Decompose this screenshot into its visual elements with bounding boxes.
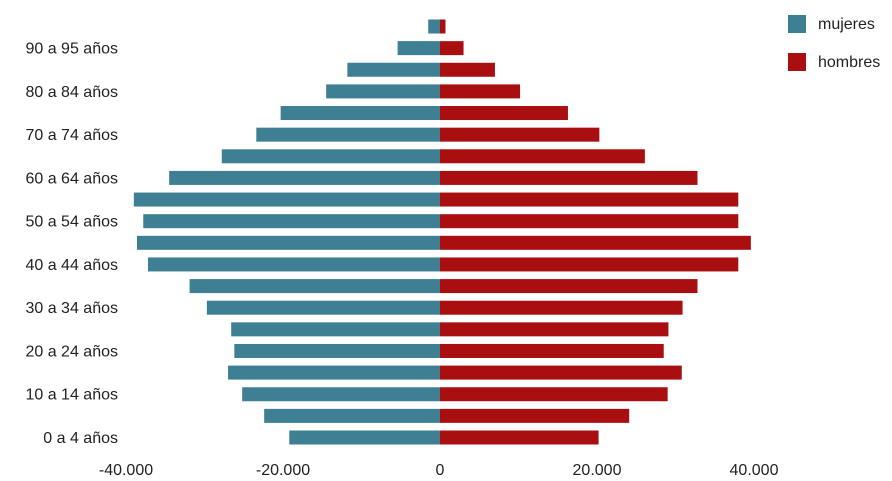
bar-hombres-13: [440, 170, 698, 185]
legend-label-hombres: hombres: [818, 54, 880, 71]
x-axis-labels: -40.000 -20.000 0 20.000 40.000: [99, 462, 779, 479]
y-tick-label: 50 a 54 años: [25, 214, 118, 231]
bar-hombres-7: [440, 300, 683, 315]
bar-hombres-16: [440, 106, 568, 121]
bar-mujeres-13: [169, 170, 441, 185]
bar-hombres-6: [440, 322, 669, 337]
y-tick-label: 90 a 95 años: [25, 41, 118, 58]
bar-mujeres-9: [147, 257, 441, 272]
y-tick-label: 30 a 34 años: [25, 300, 118, 317]
bar-hombres-12: [440, 192, 739, 207]
y-tick-label: 10 a 14 años: [25, 387, 118, 404]
bar-mujeres-10: [136, 235, 441, 250]
bar-mujeres-4: [228, 365, 440, 380]
y-tick-label: 60 a 64 años: [25, 170, 118, 187]
bars-group: [133, 19, 751, 445]
x-tick-label: 20.000: [573, 462, 622, 479]
bar-mujeres-3: [242, 387, 440, 402]
y-tick-label: 0 a 4 años: [43, 430, 118, 447]
y-tick-label: 40 a 44 años: [25, 257, 118, 274]
bar-hombres-4: [440, 365, 682, 380]
y-tick-label: 80 a 84 años: [25, 84, 118, 101]
y-tick-label: 70 a 74 años: [25, 127, 118, 144]
bar-hombres-19: [440, 41, 464, 56]
bar-hombres-3: [440, 387, 668, 402]
x-tick-label: -40.000: [99, 462, 153, 479]
bar-mujeres-7: [206, 300, 440, 315]
bar-hombres-2: [440, 408, 630, 423]
bar-mujeres-17: [326, 84, 440, 99]
bar-hombres-5: [440, 343, 664, 358]
bar-hombres-10: [440, 235, 751, 250]
bar-hombres-8: [440, 279, 698, 294]
y-axis-labels: 0 a 4 años 10 a 14 años 20 a 24 años 30 a 3…: [25, 41, 118, 447]
x-tick-label: 40.000: [730, 462, 779, 479]
x-tick-label: 0: [436, 462, 445, 479]
bar-mujeres-1: [289, 430, 440, 445]
bar-mujeres-18: [347, 62, 440, 77]
bar-mujeres-6: [231, 322, 440, 337]
bar-mujeres-20: [428, 19, 440, 34]
bar-mujeres-12: [133, 192, 440, 207]
bar-hombres-11: [440, 214, 739, 229]
legend-label-mujeres: mujeres: [818, 16, 875, 33]
bar-hombres-9: [440, 257, 739, 272]
bar-hombres-14: [440, 149, 645, 164]
bar-mujeres-8: [189, 279, 440, 294]
x-tick-label: -20.000: [256, 462, 310, 479]
bar-hombres-17: [440, 84, 521, 99]
bar-mujeres-5: [234, 343, 440, 358]
legend-swatch-mujeres: [788, 15, 806, 33]
bar-mujeres-14: [221, 149, 440, 164]
bar-hombres-15: [440, 127, 600, 142]
bar-hombres-1: [440, 430, 599, 445]
y-tick-label: 20 a 24 años: [25, 343, 118, 360]
bar-mujeres-15: [256, 127, 440, 142]
bar-mujeres-19: [397, 41, 440, 56]
legend: mujeres hombres: [788, 15, 880, 71]
bar-hombres-20: [440, 19, 446, 34]
legend-swatch-hombres: [788, 53, 806, 71]
bar-mujeres-2: [264, 408, 440, 423]
bar-mujeres-11: [143, 214, 440, 229]
bar-mujeres-16: [280, 106, 440, 121]
bar-hombres-18: [440, 62, 495, 77]
